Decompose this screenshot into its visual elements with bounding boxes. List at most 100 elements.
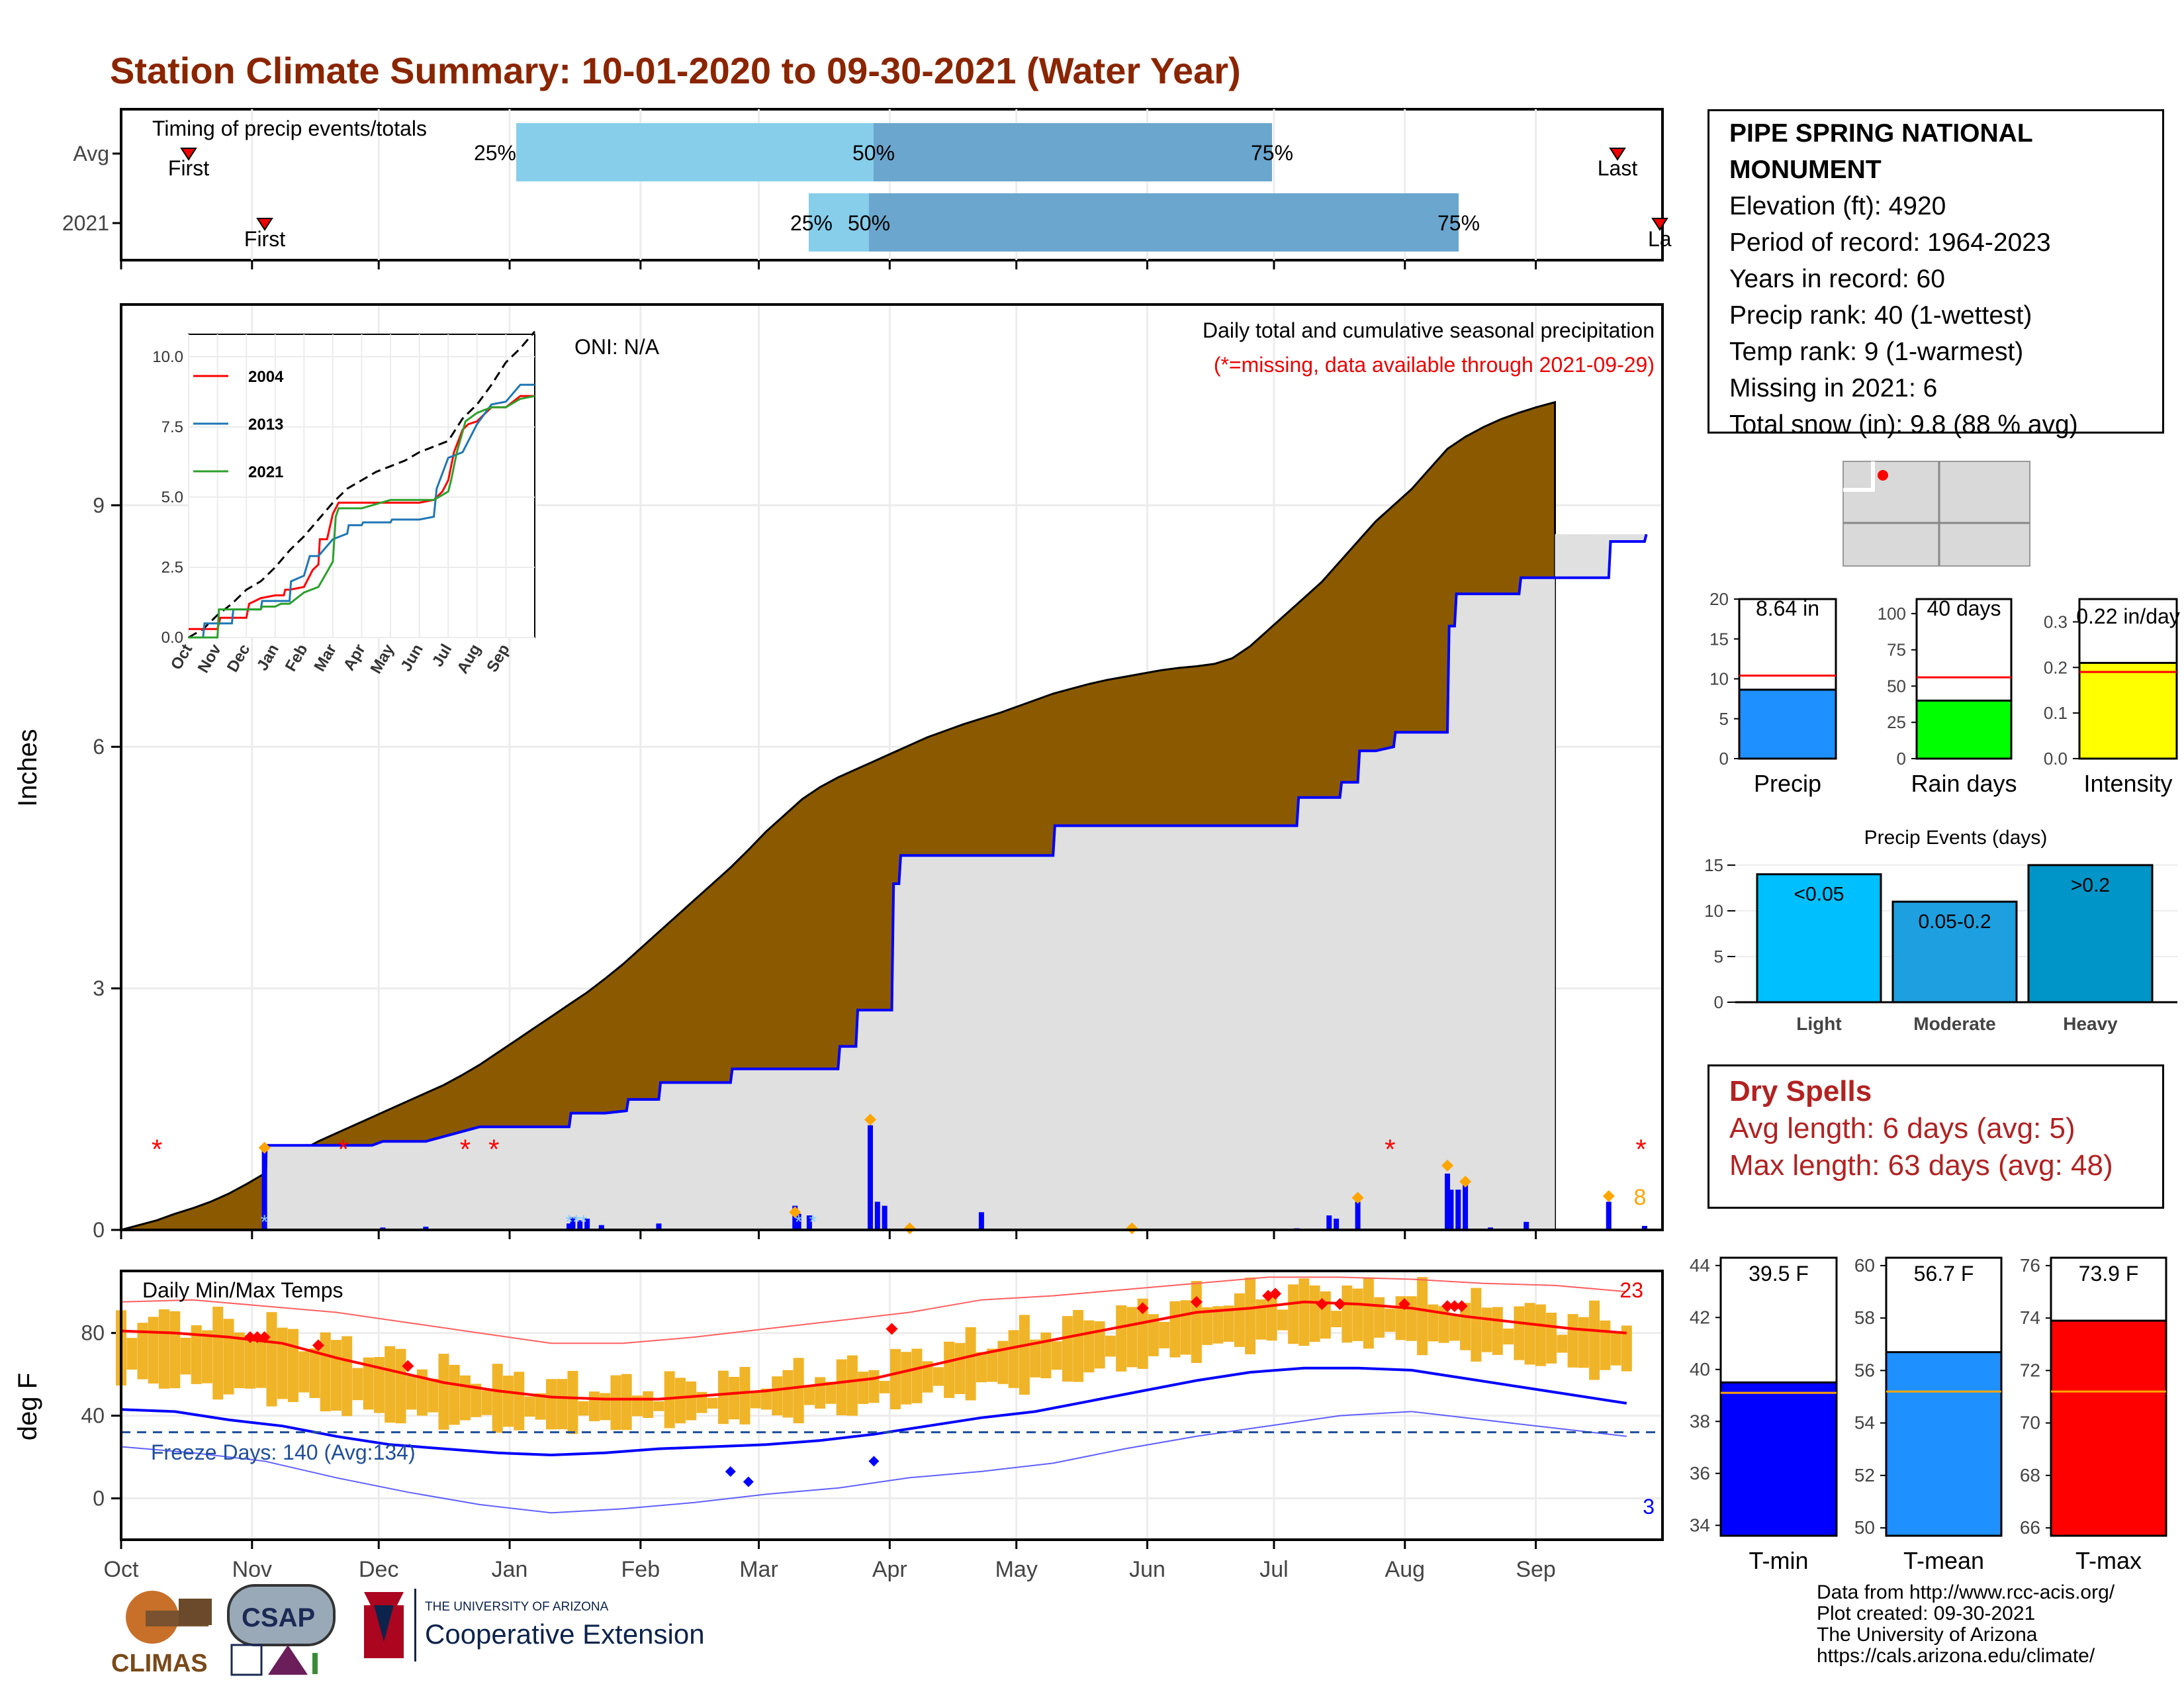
temps-daily-range-bar (954, 1342, 966, 1394)
timing-row-label-avg: Avg (73, 142, 109, 165)
events-title: Precip Events (days) (1864, 827, 2048, 849)
temps-daily-range-bar (1148, 1314, 1159, 1356)
small-chart-ytick-label: 56 (1854, 1360, 1875, 1380)
temps-record-high-marker (886, 1323, 898, 1335)
temps-daily-range-bar (836, 1359, 847, 1416)
temps-daily-range-bar (169, 1311, 181, 1389)
small-chart-bar-raindays_bar (1915, 699, 2013, 760)
temps-daily-range-bar (729, 1376, 740, 1420)
temps-xtick-label: Nov (232, 1557, 272, 1582)
precip-event-marker (903, 1222, 916, 1235)
timing-last-2021-label: La (1648, 227, 1672, 251)
small-chart-category-label: T-max (2075, 1547, 2142, 1574)
precip-2021-cumulative-fill (121, 534, 1647, 1231)
precip-daily-bar (868, 1125, 874, 1230)
temps-daily-range-bar (373, 1356, 385, 1413)
csap-logo: CSAP (227, 1584, 336, 1676)
temps-daily-range-bar (1331, 1311, 1342, 1328)
small-chart-value-label: 8.64 in (1756, 596, 1819, 620)
temps-daily-range-bar (212, 1306, 224, 1400)
small-chart-bar-tmean_bar (1885, 1351, 2003, 1537)
temps-record-low-marker (868, 1456, 880, 1467)
temps-daily-range-bar (793, 1358, 804, 1424)
temps-daily-range-bar (760, 1388, 772, 1410)
events-category-label: Light (1796, 1013, 1841, 1034)
temps-xtick-label: May (995, 1557, 1038, 1582)
small-chart-ytick-label: 0.3 (2044, 612, 2068, 632)
temps-daily-range-bar (255, 1339, 267, 1388)
precip-daily-bar (1355, 1201, 1361, 1230)
precip-snow-mark: * (572, 1211, 580, 1233)
temps-daily-range-bar (449, 1364, 460, 1425)
small-chart-ytick-label: 72 (2020, 1360, 2040, 1380)
inset-legend-label: 2004 (248, 368, 284, 386)
station-info-panel: PIPE SPRING NATIONAL MONUMENT Elevation … (1707, 109, 2164, 439)
precip-daily-bar (978, 1212, 984, 1230)
dry-spells-avg: Avg length: 6 days (avg: 5) (1729, 1112, 2075, 1145)
temps-daily-range-bar (1073, 1309, 1084, 1382)
small-chart-bar-precip_bar (1738, 688, 1837, 760)
temps-daily-range-bar (815, 1377, 826, 1409)
temps-record-high-marker (402, 1360, 414, 1372)
precip-daily-bar (598, 1225, 604, 1230)
small-chart-ytick-label: 58 (1854, 1307, 1875, 1328)
events-ytick-label: 0 (1714, 992, 1723, 1012)
temps-daily-range-bar (1492, 1307, 1503, 1355)
precip-missing-mark: * (1635, 1133, 1646, 1164)
temps-daily-range-bar (1062, 1316, 1073, 1382)
temps-daily-range-bar (1428, 1304, 1439, 1342)
small-chart-category-label: Intensity (2083, 770, 2172, 797)
temps-daily-range-bar (395, 1348, 406, 1424)
precip-event-marker (1459, 1176, 1472, 1188)
temps-daily-range-bar (1126, 1307, 1138, 1368)
temps-daily-range-bar (1288, 1284, 1299, 1344)
small-chart-ytick-label: 50 (1854, 1517, 1875, 1538)
temps-daily-range-bar (911, 1348, 923, 1403)
timing-label-75-2021: 75% (1437, 211, 1480, 235)
precip-daily-bar (882, 1205, 887, 1230)
station-snow: Total snow (in): 9.8 (88 % avg) (1729, 410, 2078, 439)
climas-block-shape (179, 1599, 212, 1625)
uofa-a-inner (374, 1605, 394, 1642)
temps-daily-range-bar (674, 1378, 686, 1424)
temps-daily-range-bar (1610, 1331, 1621, 1366)
temps-daily-range-bar (1105, 1335, 1116, 1357)
precip-2021-cumulative-line (121, 534, 1648, 1231)
temps-xtick-label: Feb (621, 1557, 660, 1582)
temps-daily-range-bar (1352, 1288, 1363, 1341)
temps-daily-range-bar (1030, 1339, 1041, 1378)
temps-daily-range-bar (492, 1364, 503, 1433)
precip-daily-bar (806, 1215, 812, 1230)
temps-daily-range-bar (1116, 1305, 1127, 1372)
temps-record-low-marker (725, 1466, 736, 1477)
temps-daily-range-bar (1503, 1328, 1514, 1344)
precip-missing-mark: * (460, 1133, 471, 1164)
precip-daily-bar (1641, 1225, 1647, 1230)
page-title: Station Climate Summary: 10-01-2020 to 0… (110, 50, 1241, 91)
precip-daily-bar (1524, 1221, 1529, 1230)
timing-first-2021-marker (256, 218, 273, 231)
temps-daily-range-bar (1342, 1285, 1353, 1343)
temps-xtick-label: Jan (492, 1557, 528, 1582)
temps-daily-range-bar (1223, 1305, 1234, 1342)
temps-freeze-label: Freeze Days: 140 (Avg:134) (151, 1440, 416, 1464)
events-ytick-label: 10 (1704, 901, 1723, 921)
temps-daily-range-bar (481, 1390, 492, 1415)
temps-daily-range-bar (707, 1397, 718, 1409)
temps-daily-range-bar (524, 1396, 535, 1417)
temps-daily-range-bar (223, 1319, 234, 1395)
temps-record-high-marker (1448, 1300, 1461, 1313)
temps-daily-range-bar (1083, 1320, 1095, 1373)
footer-line: Plot created: 09-30-2021 (1817, 1603, 2036, 1624)
temps-xtick-label: Oct (104, 1557, 139, 1582)
temps-daily-range-bar (1040, 1333, 1052, 1379)
temps-xtick-label: Jul (1259, 1557, 1288, 1582)
temps-daily-range-bar (406, 1376, 417, 1410)
temps-daily-range-bar (502, 1376, 514, 1427)
temps-daily-range-bar (664, 1371, 675, 1429)
precip-ytick-label: 3 (93, 976, 105, 1000)
temps-mean-high-line (120, 1300, 1627, 1401)
temps-daily-range-bar (180, 1337, 191, 1375)
temps-record-high-marker (1441, 1300, 1454, 1313)
temps-daily-range-bar (1008, 1330, 1019, 1388)
